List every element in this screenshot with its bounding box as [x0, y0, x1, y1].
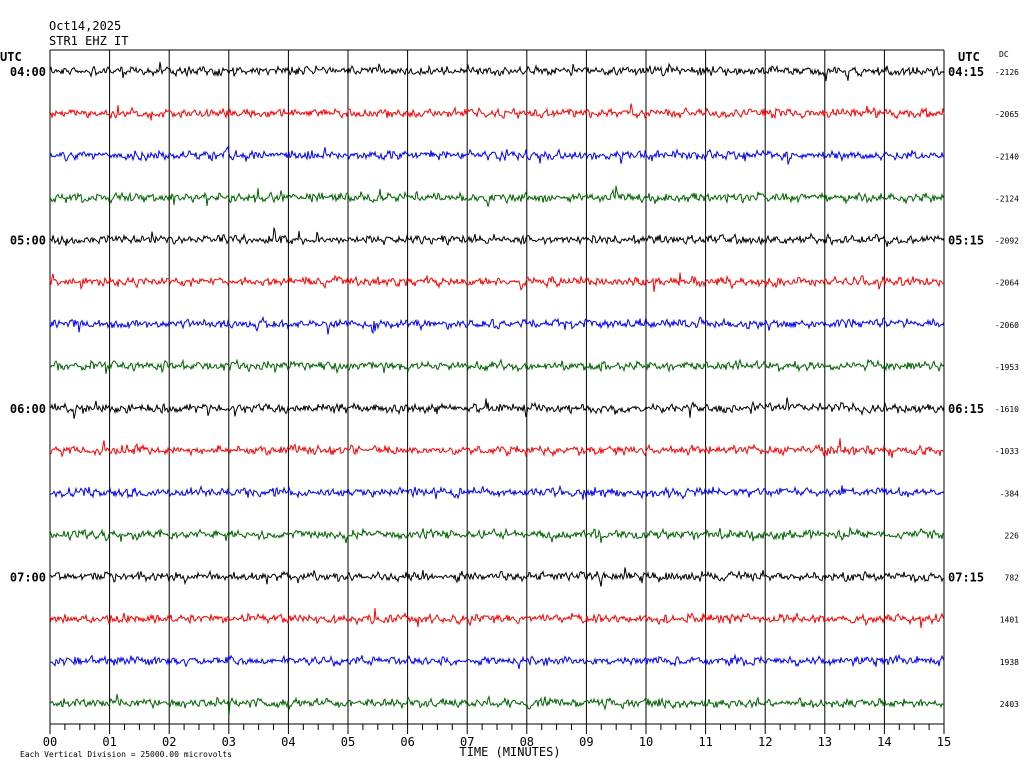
- hour-label-right-9: 06:15: [948, 402, 984, 416]
- right-utc-label: UTC: [958, 50, 980, 64]
- date-label: Oct14,2025: [49, 19, 121, 33]
- dc-value-12: 226: [1005, 531, 1020, 540]
- x-tick-label-15: 15: [937, 735, 951, 749]
- x-tick-label-07: 07: [460, 735, 474, 749]
- trace-9: [49, 397, 945, 419]
- x-tick-label-08: 08: [520, 735, 534, 749]
- x-tick-label-09: 09: [579, 735, 593, 749]
- dc-value-7: -2060: [995, 321, 1019, 330]
- dc-value-10: -1033: [995, 447, 1019, 456]
- dc-label: DC: [999, 50, 1009, 59]
- dc-value-8: -1953: [995, 363, 1019, 372]
- hour-label-right-13: 07:15: [948, 571, 984, 585]
- hour-label-left-5: 05:00: [10, 234, 46, 248]
- trace-16: [49, 694, 945, 716]
- trace-12: [49, 526, 945, 544]
- x-tick-label-02: 02: [162, 735, 176, 749]
- trace-group: [49, 61, 945, 716]
- x-tick-label-06: 06: [400, 735, 414, 749]
- dc-value-1: -2126: [995, 68, 1019, 77]
- hour-label-left-13: 07:00: [10, 571, 46, 585]
- dc-values: -2126 -2065 -2140 -2124 -2092 -2064 -2060 -1953…: [995, 68, 1019, 709]
- trace-4: [49, 185, 945, 207]
- dc-value-14: 1401: [1000, 616, 1019, 625]
- dc-value-3: -2140: [995, 152, 1019, 161]
- trace-6: [49, 272, 945, 293]
- dc-value-9: -1610: [995, 405, 1019, 414]
- x-tick-label-01: 01: [102, 735, 116, 749]
- x-axis-title: TIME (MINUTES): [459, 745, 560, 759]
- trace-3: [49, 145, 945, 165]
- trace-10: [49, 438, 945, 459]
- x-tick-label-10: 10: [639, 735, 653, 749]
- x-tick-label-03: 03: [222, 735, 236, 749]
- x-tick-label-04: 04: [281, 735, 295, 749]
- dc-value-13: 782: [1005, 574, 1020, 583]
- trace-11: [49, 484, 945, 500]
- trace-8: [49, 358, 945, 375]
- dc-value-2: -2065: [995, 110, 1019, 119]
- hour-label-right-5: 05:15: [948, 234, 984, 248]
- trace-15: [49, 653, 945, 669]
- dc-value-5: -2092: [995, 237, 1019, 246]
- trace-1: [49, 61, 945, 82]
- trace-7: [49, 315, 945, 335]
- hour-labels-left: 04:00 05:00 06:00 07:00: [10, 65, 46, 585]
- scale-note: Each Vertical Division = 25000.00 microv…: [20, 750, 232, 759]
- x-tick-label-05: 05: [341, 735, 355, 749]
- x-axis: 00 01 02 03 04 05 06 07 08 09 10 11 12 13 14 15: [43, 724, 951, 749]
- x-tick-label-12: 12: [758, 735, 772, 749]
- dc-value-15: 1938: [1000, 658, 1019, 667]
- hour-labels-right: 04:15 05:15 06:15 07:15: [948, 65, 984, 585]
- station-label: STR1 EHZ IT: [49, 34, 128, 48]
- dc-value-11: -384: [1000, 489, 1019, 498]
- x-tick-label-13: 13: [818, 735, 832, 749]
- trace-2: [49, 103, 945, 121]
- grid-lines: [49, 49, 945, 725]
- hour-label-right-1: 04:15: [948, 65, 984, 79]
- dc-value-16: 2403: [1000, 700, 1019, 709]
- x-tick-label-11: 11: [698, 735, 712, 749]
- left-utc-label: UTC: [0, 50, 22, 64]
- hour-label-left-9: 06:00: [10, 402, 46, 416]
- dc-value-6: -2064: [995, 279, 1019, 288]
- hour-label-left-1: 04:00: [10, 65, 46, 79]
- trace-13: [49, 567, 945, 587]
- x-tick-label-14: 14: [877, 735, 891, 749]
- x-tick-label-00: 00: [43, 735, 57, 749]
- trace-14: [49, 607, 945, 628]
- dc-value-4: -2124: [995, 194, 1019, 203]
- trace-5: [49, 227, 945, 247]
